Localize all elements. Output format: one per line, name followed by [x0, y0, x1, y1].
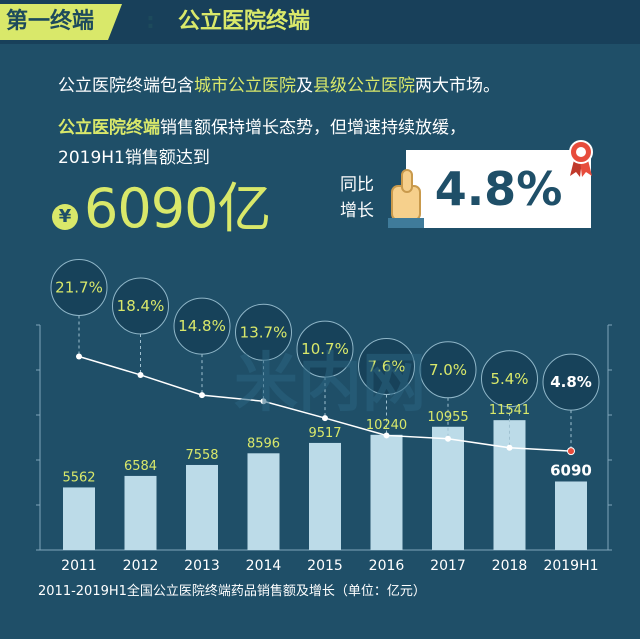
growth-point-2016: [383, 432, 390, 439]
intro-highlight-county: 县级公立医院: [313, 76, 415, 96]
growth-bubble-2012: [112, 277, 169, 335]
growth-bubble-2016: [358, 337, 415, 395]
intro-highlight-city: 城市公立医院: [194, 76, 296, 96]
growth-bubble-2011: [50, 258, 108, 316]
growth-label-2015: 10.7%: [301, 340, 349, 358]
growth-bubble-2015: [296, 320, 354, 378]
section-tag: 第一终端: [0, 4, 122, 40]
growth-label-2016: 7.6%: [367, 357, 405, 375]
growth-point-2012: [137, 371, 144, 378]
x-label-2012: 2012: [123, 558, 159, 570]
value-label-2013: 7558: [185, 448, 218, 463]
growth-label-2018: 5.4%: [490, 370, 528, 388]
intro-suffix: 两大市场。: [415, 76, 500, 96]
x-label-2019H1: 2019H1: [543, 558, 598, 570]
growth-bubble-2013: [173, 297, 231, 355]
growth-label-2014: 13.7%: [240, 323, 288, 341]
growth-point-2011: [76, 353, 82, 360]
bar-2014: [247, 453, 280, 550]
summary-line-3: 2019H1销售额达到: [58, 148, 210, 168]
intro-text: 公立医院终端包含城市公立医院及县级公立医院两大市场。: [58, 71, 500, 96]
value-label-2012: 6584: [124, 459, 157, 474]
growth-label-2013: 14.8%: [178, 317, 226, 335]
award-ribbon-icon: [569, 140, 593, 177]
growth-bubble-2014: [235, 303, 292, 361]
section-title: 公立医院终端: [178, 9, 311, 34]
value-label-2018: 11541: [489, 403, 530, 418]
value-label-2011: 5562: [62, 470, 95, 485]
thumbs-up-icon: [388, 169, 424, 228]
yoy-value: 4.8%: [434, 162, 563, 216]
yoy-label: 同比 增长: [340, 172, 380, 224]
value-label-2016: 10240: [366, 418, 407, 433]
bar-2015: [309, 442, 341, 550]
bar-2011: [63, 487, 95, 550]
bar-2018: [493, 420, 526, 550]
chart-bars: [63, 420, 587, 550]
sales-chart: 21.7% 18.4% 14.8% 13.7% 10.7% 7.6% 7.0% 5.4% 4.8…: [36, 258, 612, 570]
growth-point-2017: [445, 435, 451, 442]
intro-mid: 及: [296, 76, 313, 96]
section-tag-label: 第一终端: [6, 9, 95, 34]
section-tag-colon: :: [146, 9, 155, 34]
x-label-2017: 2017: [430, 558, 466, 570]
growth-point-2015: [322, 415, 328, 422]
yen-icon: ¥: [52, 203, 78, 230]
summary-line-2-rest: 销售额保持增长态势，但增速持续放缓，: [160, 118, 466, 138]
growth-label-2012: 18.4%: [117, 297, 165, 315]
yoy-label-line-1: 同比: [340, 175, 374, 195]
yoy-label-line-2: 增长: [340, 201, 374, 221]
growth-point-2018: [506, 444, 513, 451]
growth-label-2019H1: 4.8%: [550, 373, 592, 391]
growth-label-2017: 7.0%: [429, 361, 467, 379]
bar-2012: [124, 475, 157, 550]
chart-growth-bubbles: 21.7% 18.4% 14.8% 13.7% 10.7% 7.6% 7.0% 5.4% 4.8…: [50, 258, 600, 452]
sales-amount: ¥6090亿: [52, 164, 271, 243]
growth-bubble-2017: [419, 341, 477, 399]
bar-2019H1: [555, 481, 587, 550]
x-label-2016: 2016: [369, 558, 405, 570]
chart-caption: 2011-2019H1全国公立医院终端药品销售额及增长（单位：亿元）: [38, 584, 426, 599]
summary-bold-lead: 公立医院终端: [58, 118, 160, 138]
watermark: 米内网: [234, 347, 426, 421]
chart-x-labels: 2011 2012 2013 2014 2015 2016 2017 2018 2019H1: [61, 558, 598, 570]
intro-prefix: 公立医院终端包含: [58, 76, 194, 96]
bar-2016: [370, 434, 403, 550]
yoy-card: 4.8%: [406, 150, 591, 228]
bar-2017: [432, 426, 464, 550]
sales-amount-value: 6090亿: [84, 177, 271, 240]
x-label-2014: 2014: [246, 558, 282, 570]
growth-label-2011: 21.7%: [55, 278, 103, 296]
bar-2013: [186, 464, 218, 550]
growth-point-2019H1: [567, 447, 575, 456]
value-label-2015: 9517: [308, 426, 341, 441]
value-label-2014: 8596: [247, 436, 280, 451]
growth-bubble-2019H1: [542, 353, 600, 411]
x-label-2018: 2018: [492, 558, 528, 570]
summary-line-2: 公立医院终端销售额保持增长态势，但增速持续放缓，: [58, 113, 466, 138]
growth-point-2013: [199, 392, 205, 399]
value-label-2017: 10955: [427, 410, 468, 425]
growth-point-2014: [260, 398, 267, 405]
growth-bubble-2018: [481, 350, 538, 408]
value-label-2019H1: 6090: [550, 461, 592, 479]
chart-growth-line: [76, 353, 575, 456]
x-label-2011: 2011: [61, 558, 97, 570]
x-label-2013: 2013: [184, 558, 220, 570]
x-label-2015: 2015: [307, 558, 343, 570]
chart-value-labels: 5562 6584 7558 8596 9517 10240 10955 11541 6090: [62, 403, 591, 485]
